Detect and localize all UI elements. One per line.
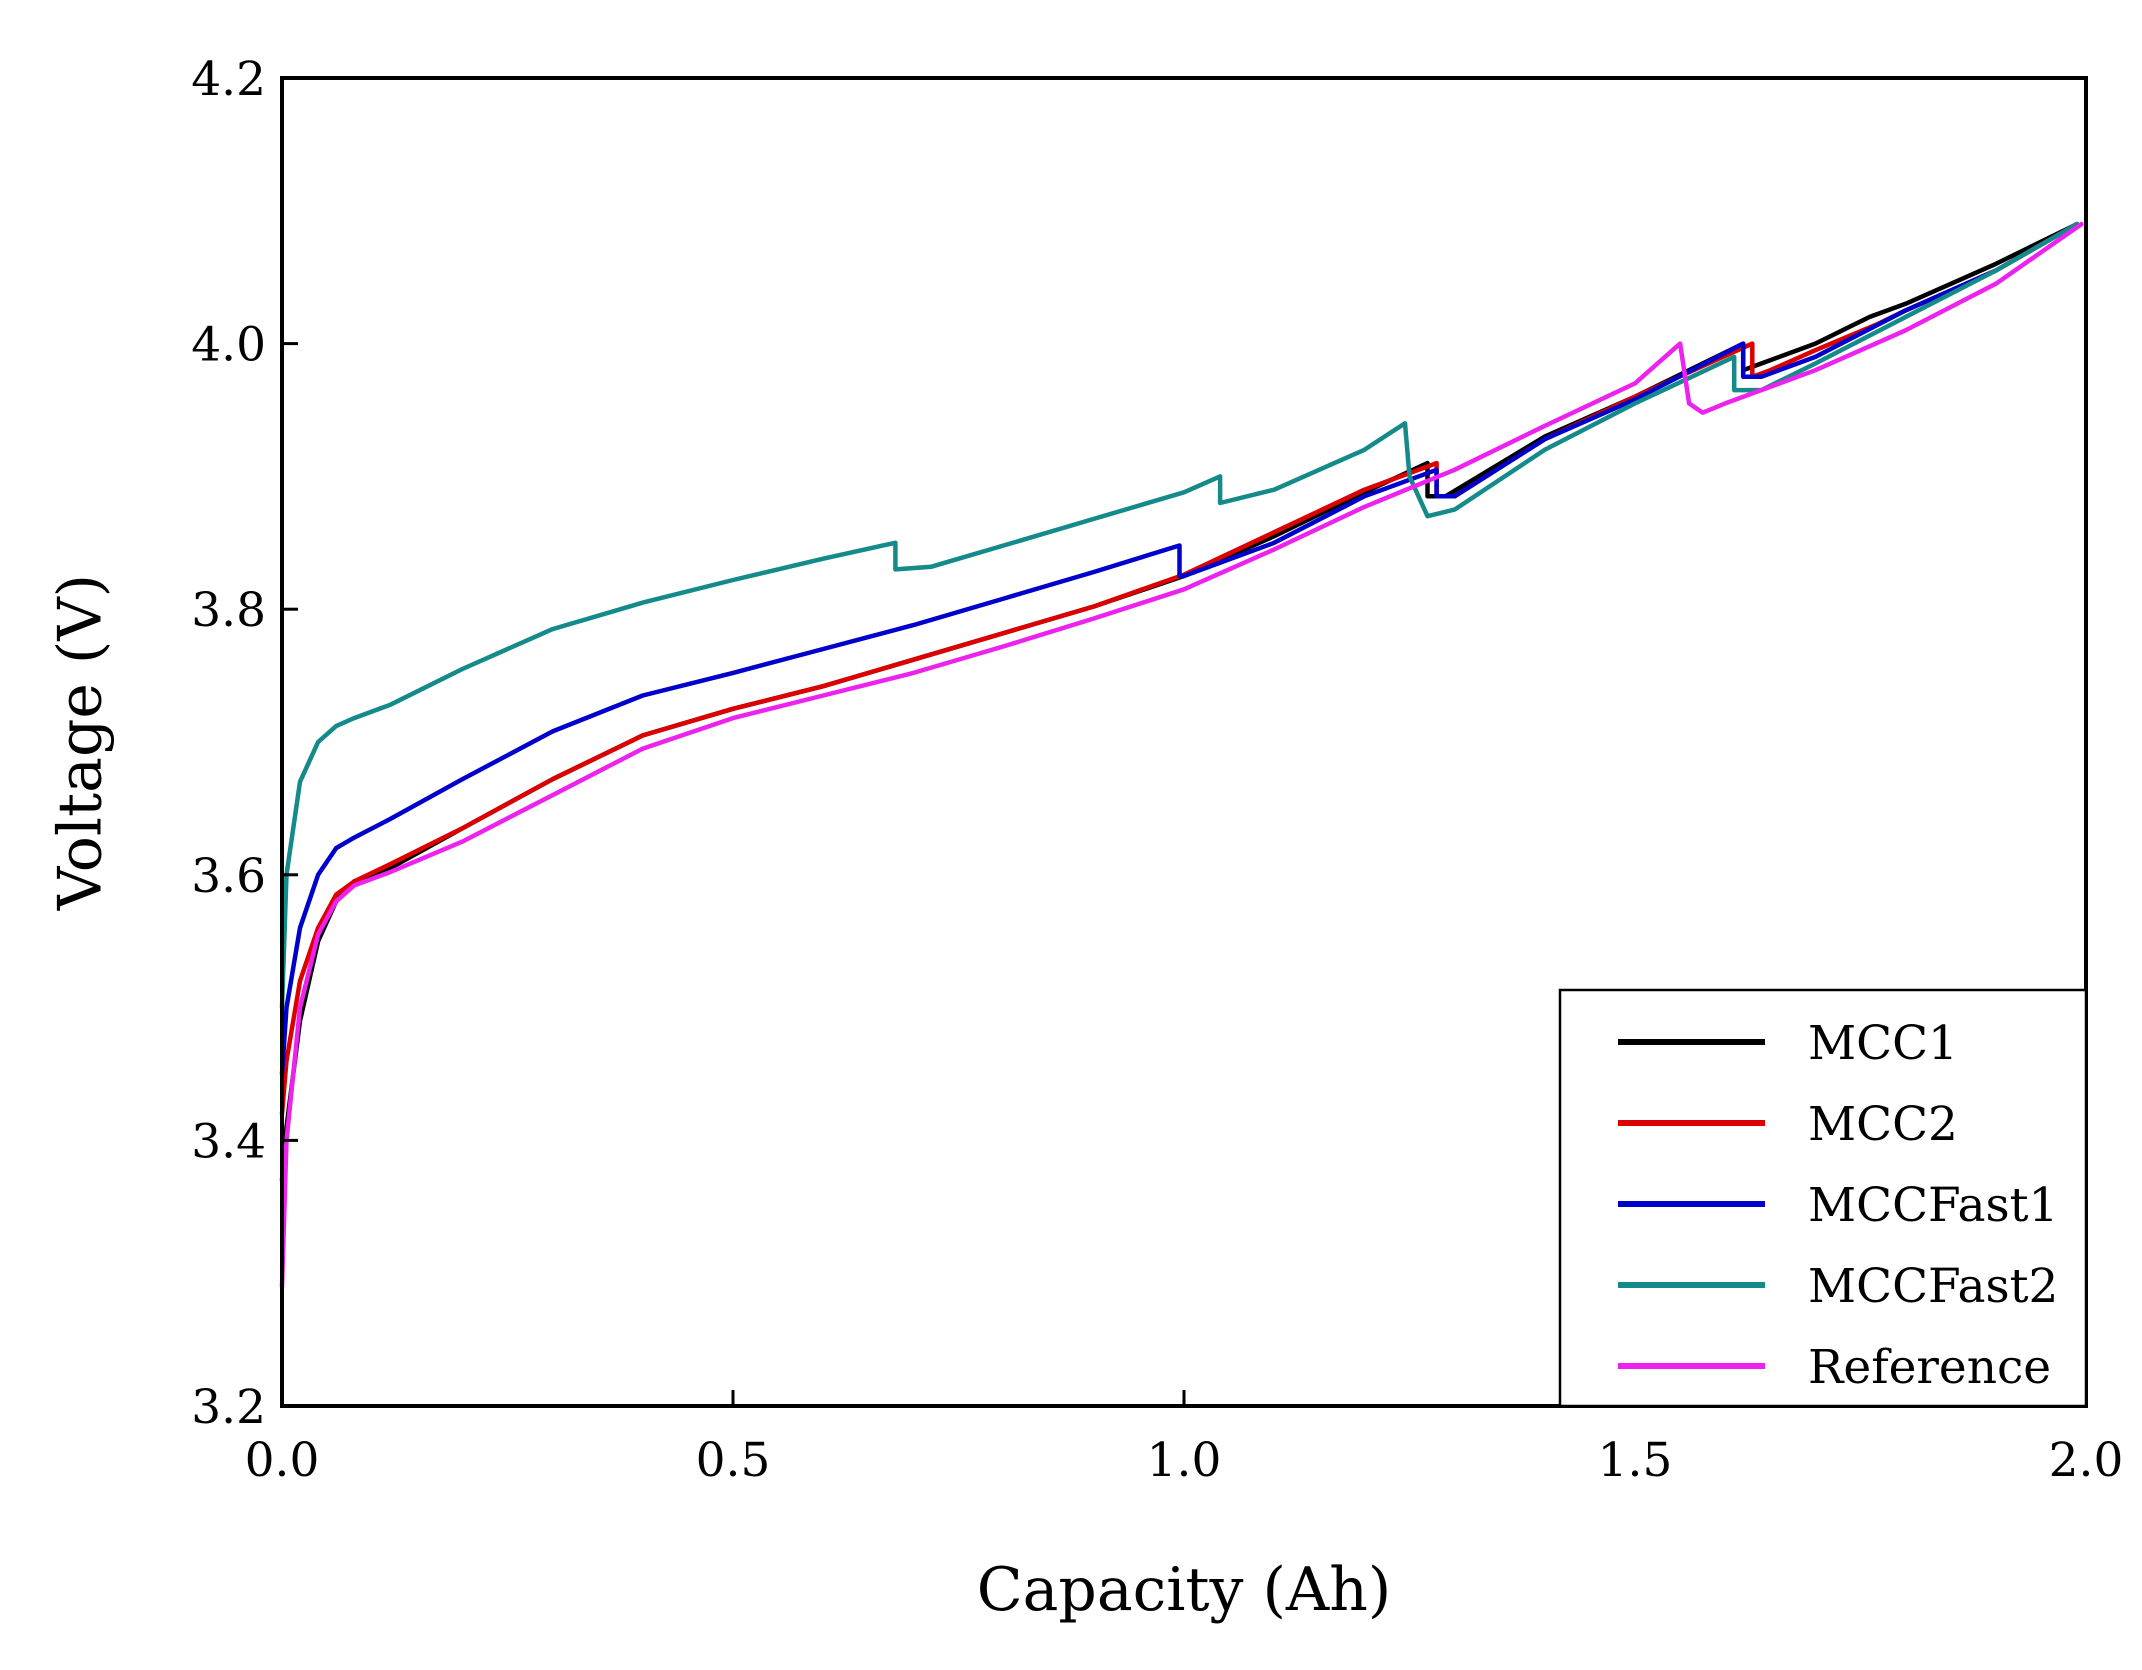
plot-area: 0.0 0.5 1.0 1.5 2.0 3.2 3.4 3.6 3.8 4.0 4.2: [191, 52, 2123, 1488]
legend-box: [1558, 988, 2088, 1408]
legend-label: MCC2: [1808, 1097, 1958, 1152]
legend-label: MCCFast2: [1808, 1259, 2058, 1314]
legend-label: MCCFast1: [1808, 1178, 2058, 1233]
x-tick-label: 2.0: [2049, 1433, 2124, 1488]
y-tick-label: 4.0: [191, 318, 266, 373]
series-line-reference: [279, 221, 2084, 1289]
y-tick-label: 3.8: [191, 583, 266, 638]
y-tick-label: 3.2: [191, 1380, 266, 1435]
x-tick-label: 1.0: [1147, 1433, 1222, 1488]
series-layer: [279, 221, 2084, 1289]
series-line-mccfast1: [279, 221, 2080, 1077]
y-tick-label: 3.6: [191, 849, 266, 904]
y-tick-label: 4.2: [191, 52, 266, 107]
x-tick-label: 0.0: [245, 1433, 320, 1488]
x-axis-title: Capacity (Ah): [977, 1555, 1392, 1625]
legend-label: MCC1: [1808, 1016, 1958, 1071]
legend-label: Reference: [1808, 1340, 2051, 1395]
x-tick-label: 0.5: [696, 1433, 771, 1488]
series-line-mccfast2: [279, 221, 2080, 1010]
y-tick-label: 3.4: [191, 1114, 266, 1169]
x-tick-label: 1.5: [1598, 1433, 1673, 1488]
legend: MCC1 MCC2 MCCFast1 MCCFast2 Reference: [1558, 988, 2088, 1408]
y-axis-title: Voltage (V): [46, 574, 116, 911]
